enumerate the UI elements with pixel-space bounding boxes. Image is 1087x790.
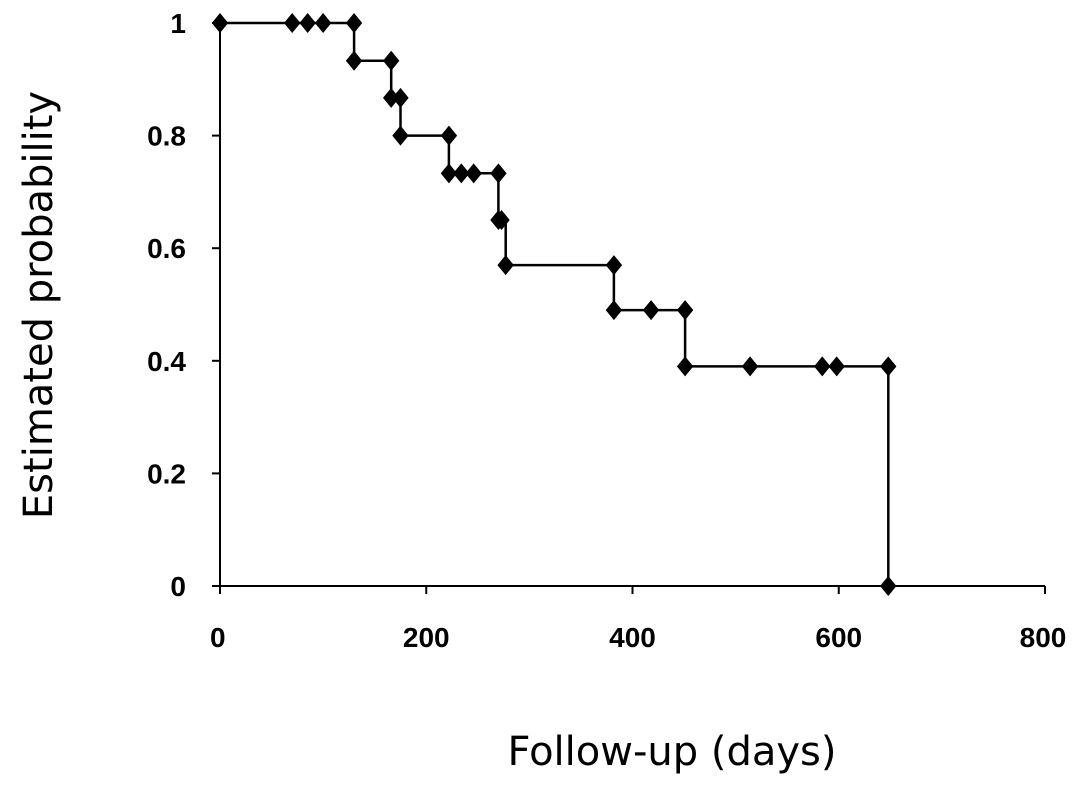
data-point-marker	[314, 13, 332, 33]
y-tick-label: 0.6	[147, 233, 186, 264]
y-axis-ticks	[212, 22, 220, 587]
y-tick-label: 0	[170, 571, 186, 602]
data-point-marker	[465, 163, 482, 184]
x-tick-label: 200	[403, 622, 450, 653]
data-point-marker	[392, 87, 409, 108]
data-point-marker	[453, 163, 470, 184]
data-point-marker	[440, 163, 458, 184]
data-point-marker	[382, 87, 400, 108]
data-point-marker	[814, 356, 831, 377]
y-tick-label: 0.8	[147, 121, 186, 152]
x-tick-labels: 0 200 400 600 800	[210, 622, 1066, 653]
data-point-marker	[345, 13, 363, 33]
y-tick-label: 0.4	[147, 346, 186, 377]
data-point-marker	[642, 300, 660, 321]
data-point-marker	[493, 210, 510, 231]
data-point-marker	[741, 356, 759, 377]
data-point-marker	[392, 125, 409, 146]
data-point-marker	[345, 50, 363, 71]
x-axis-ticks	[219, 586, 1046, 594]
y-tick-labels: 0 0.2 0.4 0.6 0.8 1	[147, 8, 186, 602]
data-point-marker	[605, 255, 623, 276]
data-point-marker	[828, 356, 845, 377]
data-point-marker	[880, 356, 897, 377]
data-point-marker	[299, 13, 316, 33]
data-point-marker	[382, 50, 400, 71]
data-point-marker	[605, 300, 623, 321]
data-point-marker	[676, 356, 694, 377]
survival-step-line	[220, 21, 890, 586]
data-point-marker	[440, 125, 458, 146]
y-axis-label: Estimated probability	[16, 91, 62, 519]
x-tick-label: 400	[609, 622, 656, 653]
x-axis-label: Follow-up (days)	[508, 729, 837, 775]
censor-event-markers	[211, 13, 897, 596]
data-point-marker	[880, 576, 897, 596]
y-tick-label: 1	[170, 8, 186, 39]
y-tick-label: 0.2	[147, 458, 186, 489]
data-point-marker	[211, 13, 229, 33]
data-point-marker	[283, 13, 301, 33]
x-tick-label: 800	[1020, 622, 1067, 653]
data-point-marker	[676, 300, 694, 321]
data-point-marker	[490, 163, 507, 184]
data-point-marker	[497, 255, 514, 276]
x-tick-label: 0	[210, 622, 226, 653]
x-tick-label: 600	[815, 622, 862, 653]
